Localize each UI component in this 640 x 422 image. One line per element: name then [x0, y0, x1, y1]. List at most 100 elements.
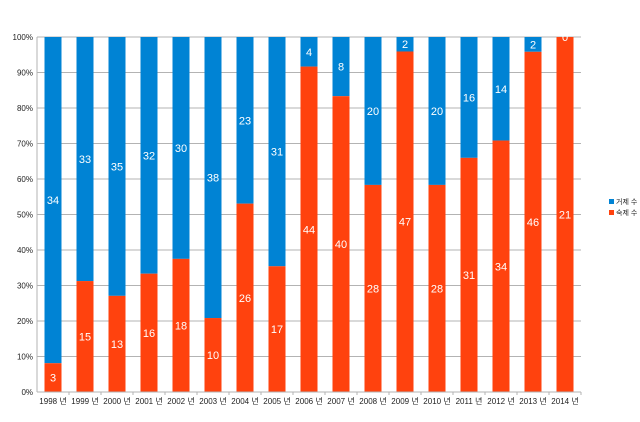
- bars: [44, 37, 574, 393]
- x-tick-label: 2001 년: [135, 396, 162, 406]
- data-label: 28: [431, 283, 443, 295]
- y-tick-label: 50%: [17, 211, 33, 220]
- bar-sukje: [332, 96, 350, 393]
- bar-sukje: [300, 66, 318, 392]
- bar-sukje: [460, 157, 478, 392]
- x-tick-label: 2002 년: [167, 396, 194, 406]
- x-tick-label: 2011 년: [456, 396, 483, 406]
- data-label: 20: [431, 106, 443, 118]
- bar-sukje: [492, 140, 510, 392]
- y-tick-label: 20%: [17, 317, 33, 326]
- bar-geoje: [44, 37, 62, 364]
- data-label: 0: [562, 32, 568, 44]
- bar-sukje: [524, 51, 542, 393]
- y-tick-label: 80%: [17, 104, 33, 113]
- data-label: 15: [79, 332, 91, 344]
- y-tick-label: 60%: [17, 175, 33, 184]
- data-label: 28: [367, 283, 379, 295]
- bar-geoje: [332, 37, 350, 97]
- x-tick-label: 2013 년: [519, 396, 546, 406]
- y-tick-label: 90%: [17, 69, 33, 78]
- legend-swatch: [609, 210, 614, 215]
- x-tick-label: 2008 년: [359, 396, 386, 406]
- data-label: 26: [239, 293, 251, 305]
- x-tick-label: 1999 년: [71, 396, 98, 406]
- x-tick-label: 2009 년: [391, 396, 418, 406]
- data-label: 35: [111, 161, 123, 173]
- legend-label: 숙제 수: [616, 209, 638, 217]
- y-tick-label: 10%: [17, 353, 33, 362]
- bar-geoje: [236, 37, 254, 204]
- data-label: 30: [175, 143, 187, 155]
- x-tick-label: 2004 년: [231, 396, 258, 406]
- x-tick-label: 2003 년: [199, 396, 226, 406]
- data-label: 17: [271, 324, 283, 336]
- bar-geoje: [300, 37, 318, 67]
- y-tick-label: 40%: [17, 246, 33, 255]
- bar-sukje: [556, 37, 574, 392]
- data-label: 31: [271, 147, 283, 159]
- bar-geoje: [140, 37, 158, 274]
- bar-sukje: [396, 51, 414, 392]
- bar-sukje: [44, 363, 62, 392]
- data-label: 46: [527, 217, 539, 229]
- y-tick-label: 100%: [13, 33, 33, 42]
- x-tick-label: 2014 년: [551, 396, 578, 406]
- legend-label: 거제 수: [616, 197, 638, 206]
- data-label: 33: [79, 154, 91, 166]
- y-tick-label: 30%: [17, 282, 33, 291]
- y-tick-label: 0%: [21, 388, 33, 397]
- data-label: 47: [399, 217, 411, 229]
- data-label: 2: [402, 39, 408, 51]
- data-label: 20: [367, 106, 379, 118]
- data-label: 13: [111, 339, 123, 351]
- bar-sukje: [172, 258, 190, 392]
- data-label: 8: [338, 62, 344, 74]
- bar-sukje: [428, 184, 446, 392]
- bar-geoje: [172, 37, 190, 259]
- data-label: 14: [495, 84, 507, 96]
- bar-sukje: [140, 273, 158, 392]
- bar-geoje: [428, 37, 446, 185]
- bar-geoje: [524, 37, 542, 52]
- data-label: 34: [47, 195, 59, 207]
- data-label: 16: [143, 328, 155, 340]
- legend-swatch: [609, 199, 614, 204]
- bar-geoje: [204, 37, 222, 319]
- data-label: 2: [530, 39, 536, 51]
- bar-sukje: [364, 184, 382, 392]
- x-tick-label: 1998 년: [39, 396, 66, 406]
- x-tick-label: 2000 년: [103, 396, 130, 406]
- bar-sukje: [108, 295, 126, 392]
- data-label: 44: [303, 224, 315, 236]
- x-tick-label: 2012 년: [487, 396, 514, 406]
- x-axis: 1998 년 1999 년 2000 년 2001 년 2002 년 2003 년 2004…: [37, 391, 582, 406]
- data-label: 31: [463, 270, 475, 282]
- data-label: 32: [143, 150, 155, 162]
- data-label: 34: [495, 261, 507, 273]
- x-tick-label: 2005 년: [263, 396, 290, 406]
- data-label: 4: [306, 47, 312, 59]
- data-label: 40: [335, 239, 347, 251]
- legend: 거제 수숙제 수: [609, 197, 638, 217]
- y-tick-label: 70%: [17, 140, 33, 149]
- bar-geoje: [76, 37, 94, 282]
- x-tick-label: 2010 년: [423, 396, 450, 406]
- x-tick-label: 2006 년: [295, 396, 322, 406]
- bar-geoje: [492, 37, 510, 141]
- data-label: 23: [239, 115, 251, 127]
- bar-geoje: [460, 37, 478, 158]
- bar-sukje: [204, 318, 222, 392]
- data-label: 3: [50, 373, 56, 385]
- data-labels: 3341533133516321830103826231731444408282…: [47, 32, 571, 385]
- bar-geoje: [364, 37, 382, 185]
- data-label: 38: [207, 173, 219, 185]
- data-label: 16: [463, 92, 475, 104]
- data-label: 10: [207, 350, 219, 362]
- bar-geoje: [268, 37, 286, 267]
- data-label: 18: [175, 320, 187, 332]
- y-axis: 0% 10% 20% 30% 40% 50% 60% 70% 80% 90% 100%: [13, 33, 38, 397]
- bar-geoje: [108, 37, 126, 296]
- bar-geoje: [396, 37, 414, 52]
